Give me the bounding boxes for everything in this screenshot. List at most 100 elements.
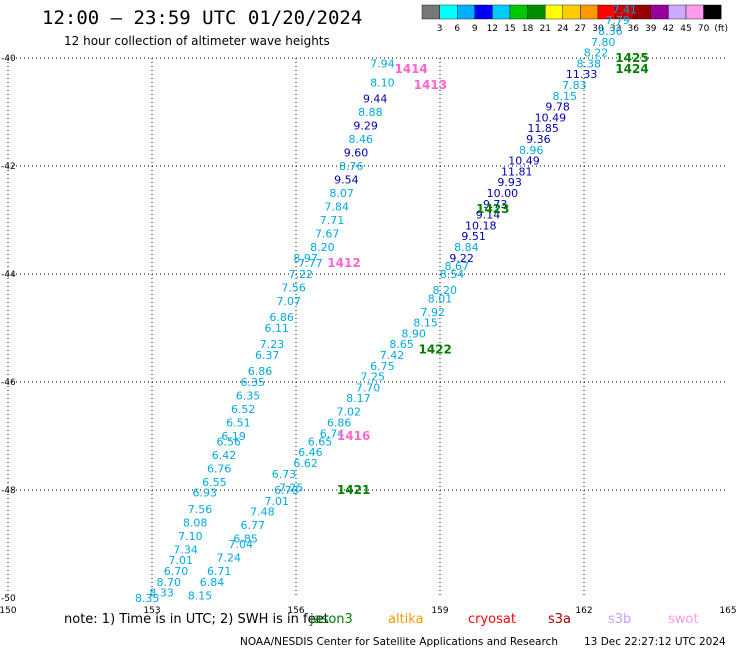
track-label: 1421 xyxy=(337,483,370,497)
wave-height-label: 8.88 xyxy=(358,106,383,119)
wave-height-label: 6.70 xyxy=(164,565,189,578)
wave-height-label: 9.60 xyxy=(344,147,369,160)
colorbar-legend: 3 6 9 12 15 18 21 24 27 30 33 36 39 42 45 70 (ft) xyxy=(421,4,728,34)
wave-height-label: 9.29 xyxy=(353,120,378,133)
wave-height-label: 8.97 xyxy=(293,252,318,265)
wave-height-label: 8.15 xyxy=(413,317,438,330)
colorbar-label: 3 xyxy=(437,24,443,34)
y-tick-label: -44 xyxy=(1,270,16,280)
wave-height-label: 10.49 xyxy=(535,111,567,124)
wave-height-label: 9.73 xyxy=(483,198,508,211)
colorbar-swatch xyxy=(439,4,458,20)
wave-height-label: 7.71 xyxy=(320,214,345,227)
colorbar-label: 21 xyxy=(539,24,550,34)
y-tick-label: -48 xyxy=(1,486,16,496)
wave-height-label: 6.42 xyxy=(212,449,237,462)
wave-height-label: 6.19 xyxy=(221,430,246,443)
wave-height-label: 6.46 xyxy=(298,446,323,459)
colorbar-label: 70 xyxy=(698,24,710,34)
wave-height-label: 8.07 xyxy=(329,187,354,200)
footer-credit: NOAA/NESDIS Center for Satellite Applica… xyxy=(240,636,558,648)
wave-height-label: 8.17 xyxy=(346,392,371,405)
x-tick-label: 162 xyxy=(575,606,592,616)
colorbar-label: 18 xyxy=(522,24,534,34)
wave-height-label: 8.08 xyxy=(183,516,208,529)
track-label: 1422 xyxy=(418,343,451,357)
colorbar-label: 12 xyxy=(487,24,498,34)
wave-height-label: 8.22 xyxy=(584,47,609,60)
colorbar-label: 39 xyxy=(645,24,657,34)
wave-height-label: 8.70 xyxy=(157,576,182,589)
track-label: 1413 xyxy=(414,78,447,92)
wave-height-label: 7.34 xyxy=(173,543,198,556)
chart-subtitle: 12 hour collection of altimeter wave hei… xyxy=(64,34,330,48)
wave-height-label: 7.80 xyxy=(591,36,616,49)
wave-height-label: 7.92 xyxy=(421,306,446,319)
wave-height-label: 8.38 xyxy=(577,57,602,70)
wave-height-label: 9.44 xyxy=(363,93,388,106)
wave-height-label: 6.73 xyxy=(272,468,297,481)
wave-height-label: 7.84 xyxy=(325,201,350,214)
wave-height-label: 8.84 xyxy=(454,241,479,254)
wave-height-label: 7.07 xyxy=(277,295,302,308)
wave-height-label: 7.70 xyxy=(356,381,381,394)
track-label: 1412 xyxy=(327,256,360,270)
wave-height-label: 9.93 xyxy=(497,176,522,189)
wave-height-label: 6.86 xyxy=(327,417,352,430)
wave-height-label: 10.49 xyxy=(508,155,540,168)
mission-s3a: s3a xyxy=(548,612,572,627)
track-label: 1424 xyxy=(615,62,648,76)
x-tick-label: 150 xyxy=(0,606,17,616)
wave-height-label: 6.85 xyxy=(233,533,258,546)
wave-height-label: 8.20 xyxy=(433,284,458,297)
wave-height-label: 8.15 xyxy=(188,589,213,602)
wave-height-label: 6.11 xyxy=(265,322,290,335)
wave-height-label: 7.01 xyxy=(265,495,290,508)
colorbar-swatch xyxy=(562,4,581,20)
wave-height-label: 7.04 xyxy=(229,538,254,551)
colorbar-swatch xyxy=(650,4,669,20)
wave-height-label: 10.18 xyxy=(465,219,497,232)
wave-height-label: 7.25 xyxy=(279,481,304,494)
wave-height-label: 7.56 xyxy=(281,282,306,295)
wave-height-label: 6.51 xyxy=(226,417,251,430)
x-tick-label: 153 xyxy=(143,606,160,616)
wave-height-label: 7.01 xyxy=(169,554,194,567)
wave-height-label: 6.55 xyxy=(202,476,227,489)
x-tick-label: 159 xyxy=(431,606,448,616)
colorbar-label: 9 xyxy=(472,24,478,34)
colorbar-swatch xyxy=(703,4,722,20)
colorbar-swatch xyxy=(457,4,476,20)
wave-height-label: 8.67 xyxy=(445,260,470,273)
wave-height-label: 7.67 xyxy=(315,228,340,241)
wave-height-label: 9.51 xyxy=(461,230,486,243)
colorbar-swatch xyxy=(580,4,599,20)
wave-height-label: 8.76 xyxy=(339,160,364,173)
colorbar-swatch xyxy=(527,4,546,20)
wave-height-label: 6.65 xyxy=(308,435,333,448)
mission-altika: altika xyxy=(388,612,424,627)
wave-height-label: 6.86 xyxy=(269,311,294,324)
track-label: 1423 xyxy=(476,202,509,216)
wave-height-label: 7.48 xyxy=(250,506,275,519)
wave-height-label: 8.96 xyxy=(519,144,544,157)
wave-height-label: 6.37 xyxy=(255,349,280,362)
wave-height-label: 10.00 xyxy=(487,187,519,200)
wave-height-label: 7.22 xyxy=(289,268,314,281)
x-tick-label: 165 xyxy=(719,606,736,616)
wave-height-label: 6.56 xyxy=(217,435,242,448)
wave-height-label: 7.10 xyxy=(178,530,203,543)
track-label: 1425 xyxy=(615,51,648,65)
wave-height-label: 11.33 xyxy=(566,68,598,81)
wave-height-label: 8.33 xyxy=(149,587,174,600)
wave-height-label: 8.15 xyxy=(553,90,578,103)
wave-height-label: 8.65 xyxy=(389,338,414,351)
wave-height-label: 6.73 xyxy=(274,484,299,497)
wave-height-label: 6.93 xyxy=(193,487,218,500)
y-tick-label: -46 xyxy=(1,378,16,388)
wave-height-label: 7.25 xyxy=(361,371,386,384)
footer-timestamp: 13 Dec 22:27:12 UTC 2024 xyxy=(584,636,726,648)
colorbar-swatch xyxy=(492,4,511,20)
